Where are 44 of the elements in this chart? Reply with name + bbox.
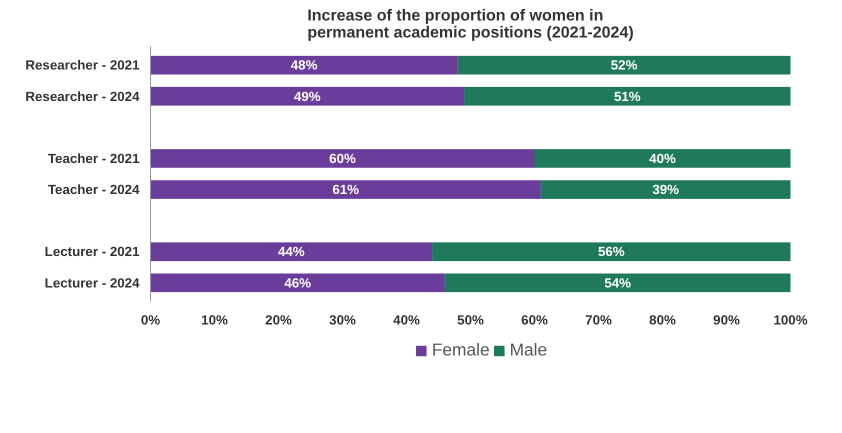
data-label: 39% <box>652 182 680 198</box>
x-tick-label: 0% <box>140 312 160 328</box>
x-tick-label: 90% <box>713 312 740 328</box>
y-tick-label: Lecturer - 2021 <box>44 244 140 260</box>
bar <box>458 56 790 74</box>
x-tick-label: 80% <box>649 312 676 328</box>
bar <box>444 274 790 292</box>
bar <box>540 180 790 199</box>
x-tick-label: 60% <box>521 312 548 328</box>
data-label: 46% <box>284 275 312 290</box>
y-tick-label: Lecturer - 2024 <box>44 275 140 290</box>
data-label: 49% <box>294 88 321 104</box>
x-tick-label: 20% <box>265 312 292 328</box>
bar <box>150 242 432 262</box>
x-tick-label: 10% <box>201 312 228 328</box>
data-label: 40% <box>649 150 676 166</box>
x-tick-label: 70% <box>585 312 612 328</box>
data-label: 52% <box>610 58 638 73</box>
data-label: 56% <box>598 244 625 260</box>
y-tick-label: Researcher - 2024 <box>25 88 140 104</box>
data-label: 48% <box>290 58 318 73</box>
chart-title: Increase of the proportion of women in permanent academic positions (2021-2024) <box>307 8 634 42</box>
legend-label: Male <box>510 340 548 360</box>
data-label: 54% <box>604 275 632 290</box>
x-tick-label: 50% <box>457 312 484 328</box>
bar <box>432 242 790 262</box>
data-label: 61% <box>332 182 360 198</box>
y-tick-label: Teacher - 2021 <box>48 150 140 166</box>
x-tick-label: 100% <box>773 312 808 328</box>
bar <box>150 274 445 292</box>
bar <box>150 180 541 199</box>
x-tick-label: 40% <box>393 312 420 328</box>
bar <box>150 56 458 74</box>
x-tick-label: 30% <box>329 312 356 328</box>
legend-label: Female <box>432 340 490 360</box>
y-tick-label: Researcher - 2021 <box>25 58 140 73</box>
bar <box>464 86 790 106</box>
data-label: 60% <box>329 150 356 166</box>
bar <box>534 149 790 168</box>
y-tick-label: Teacher - 2024 <box>48 182 140 198</box>
bar <box>150 86 464 106</box>
bar <box>150 149 534 168</box>
data-label: 44% <box>278 244 305 260</box>
data-label: 51% <box>614 88 641 104</box>
